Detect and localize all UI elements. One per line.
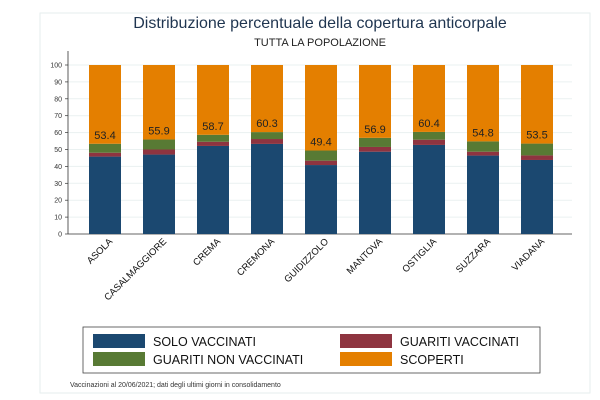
- bar-guariti-vaccinati: [467, 151, 499, 156]
- bar-scoperti: [467, 65, 499, 142]
- bar-scoperti: [413, 65, 445, 132]
- legend: SOLO VACCINATI GUARITI VACCINATI GUARITI N…: [82, 326, 541, 374]
- y-tick-label: 10: [54, 215, 62, 222]
- bar-solo-vaccinati: [89, 156, 121, 234]
- legend-swatch: [340, 352, 392, 366]
- bar-guariti-non-vaccinati: [521, 143, 553, 156]
- bars: 53.4 55.9 58.7 60.3 49.4 56.9 60.4 54.8 53.5: [89, 65, 553, 234]
- bar-guariti-non-vaccinati: [251, 132, 283, 140]
- bar-solo-vaccinati: [359, 151, 391, 234]
- y-tick-label: 50: [54, 147, 62, 154]
- y-tick-label: 70: [54, 113, 62, 120]
- bar-scoperti: [305, 65, 337, 151]
- bar-guariti-non-vaccinati: [359, 137, 391, 147]
- bar-solo-vaccinati: [521, 159, 553, 234]
- data-label: 54.8: [472, 127, 493, 139]
- bar-solo-vaccinati: [305, 165, 337, 234]
- bar-solo-vaccinati: [251, 143, 283, 234]
- bar-guariti-vaccinati: [251, 139, 283, 144]
- bar-guariti-non-vaccinati: [89, 143, 121, 153]
- bar-scoperti: [521, 65, 553, 144]
- legend-swatch: [340, 334, 392, 348]
- bar-scoperti: [89, 65, 121, 144]
- y-tick-label: 40: [54, 164, 62, 171]
- y-tick-label: 20: [54, 198, 62, 205]
- y-tick-label: 60: [54, 130, 62, 137]
- bar-guariti-non-vaccinati: [467, 141, 499, 152]
- y-tick-label: 30: [54, 181, 62, 188]
- bar-scoperti: [197, 65, 229, 135]
- bar-scoperti: [359, 65, 391, 138]
- bar-solo-vaccinati: [467, 155, 499, 234]
- legend-label: SOLO VACCINATI: [153, 335, 256, 349]
- data-label: 53.4: [94, 130, 115, 142]
- legend-swatch: [93, 334, 145, 348]
- legend-swatch: [93, 352, 145, 366]
- bar-scoperti: [251, 65, 283, 133]
- bar-guariti-vaccinati: [521, 155, 553, 160]
- y-tick-label: 90: [54, 79, 62, 86]
- bar-guariti-vaccinati: [305, 160, 337, 166]
- bar-guariti-vaccinati: [413, 139, 445, 145]
- bar-scoperti: [143, 65, 175, 140]
- legend-label: GUARITI VACCINATI: [400, 335, 519, 349]
- legend-box: [82, 326, 541, 374]
- data-label: 60.3: [256, 118, 277, 130]
- legend-label: GUARITI NON VACCINATI: [153, 353, 303, 367]
- bar-guariti-vaccinati: [197, 141, 229, 146]
- bar-guariti-vaccinati: [89, 152, 121, 157]
- data-label: 56.9: [364, 124, 385, 136]
- bar-guariti-non-vaccinati: [197, 134, 229, 142]
- bar-solo-vaccinati: [413, 144, 445, 234]
- bar-guariti-non-vaccinati: [143, 139, 175, 150]
- data-label: 49.4: [310, 137, 331, 149]
- bar-solo-vaccinati: [197, 145, 229, 234]
- bar-guariti-vaccinati: [143, 149, 175, 155]
- bar-guariti-non-vaccinati: [305, 150, 337, 161]
- y-tick-label: 100: [50, 63, 62, 70]
- bar-guariti-vaccinati: [359, 146, 391, 152]
- data-label: 55.9: [148, 126, 169, 138]
- data-label: 58.7: [202, 121, 223, 133]
- y-tick-label: 0: [58, 232, 62, 239]
- bar-solo-vaccinati: [143, 154, 175, 234]
- bar-guariti-non-vaccinati: [413, 131, 445, 140]
- legend-label: SCOPERTI: [400, 353, 464, 367]
- data-label: 53.5: [526, 130, 547, 142]
- chart-title: Distribuzione percentuale della copertur…: [133, 15, 507, 32]
- footnote: Vaccinazioni al 20/06/2021; dati degli u…: [70, 382, 281, 389]
- chart-subtitle: TUTTA LA POPOLAZIONE: [254, 37, 386, 49]
- data-label: 60.4: [418, 118, 439, 130]
- y-tick-label: 80: [54, 96, 62, 103]
